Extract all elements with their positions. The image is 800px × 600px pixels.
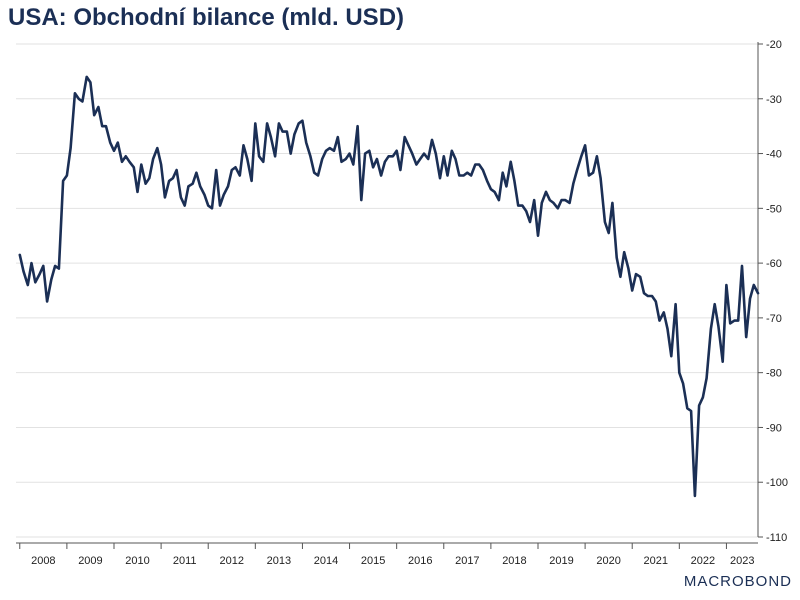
y-axis-ticks: -20 -30 -40 -50 -60 -70 -80 -90 -100 -110 xyxy=(758,39,788,544)
y-tick-label: -100 xyxy=(766,477,788,489)
x-tick-label: 2017 xyxy=(455,555,479,567)
x-tick-label: 2009 xyxy=(78,555,102,567)
series-line xyxy=(18,75,760,498)
x-tick-label: 2019 xyxy=(549,555,573,567)
x-axis-ticks: 2008 2009 2010 2011 2012 2013 2014 2015 2016 2017… xyxy=(19,543,754,567)
series-layer xyxy=(18,75,760,498)
y-tick-label: -30 xyxy=(766,94,782,106)
x-tick-label: 2023 xyxy=(730,555,754,567)
x-tick-label: 2013 xyxy=(267,555,291,567)
y-tick-label: -40 xyxy=(766,149,782,161)
x-tick-label: 2020 xyxy=(596,555,620,567)
x-tick-label: 2012 xyxy=(220,555,244,567)
x-tick-label: 2015 xyxy=(361,555,385,567)
y-tick-label: -70 xyxy=(766,313,782,325)
y-tick-label: -110 xyxy=(766,532,787,544)
x-tick-label: 2010 xyxy=(125,555,149,567)
y-tick-label: -20 xyxy=(766,39,782,51)
y-tick-label: -80 xyxy=(766,368,782,380)
y-tick-label: -50 xyxy=(766,203,782,215)
grid-lines xyxy=(16,43,758,538)
x-tick-label: 2016 xyxy=(408,555,432,567)
y-tick-label: -90 xyxy=(766,422,782,434)
page-title: USA: Obchodní bilance (mld. USD) xyxy=(8,4,405,31)
x-tick-label: 2014 xyxy=(314,555,338,567)
x-tick-label: 2008 xyxy=(31,555,55,567)
axes xyxy=(16,42,759,544)
x-tick-label: 2018 xyxy=(502,555,526,567)
x-tick-label: 2022 xyxy=(691,555,715,567)
x-tick-label: 2011 xyxy=(173,555,197,567)
y-tick-label: -60 xyxy=(766,258,782,270)
macrobond-logo: MACROBOND xyxy=(683,573,792,590)
x-tick-label: 2021 xyxy=(644,555,668,567)
